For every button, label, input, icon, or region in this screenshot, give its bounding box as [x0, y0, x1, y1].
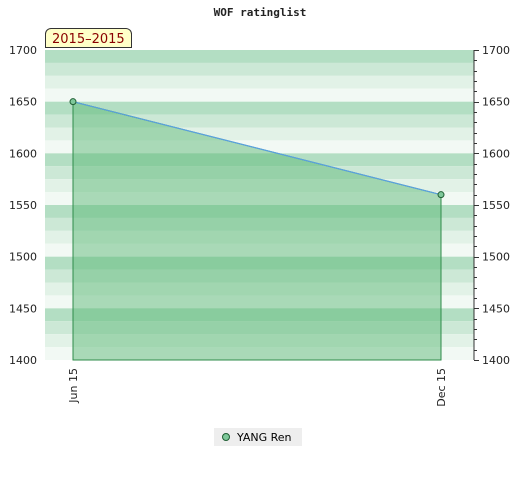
- y-tick-label-right: 1600: [482, 147, 510, 160]
- y-tick-label-left: 1550: [9, 199, 37, 212]
- y-tick-label-left: 1650: [9, 96, 37, 109]
- y-axis-right: 1400 1450 1500 1550 1600 1650 1700: [473, 44, 510, 367]
- y-tick-label-left: 1400: [9, 354, 37, 367]
- grid-band: [45, 75, 474, 89]
- data-point: [69, 98, 77, 106]
- y-tick-label-left: 1500: [9, 251, 37, 264]
- y-tick-label-left: 1450: [9, 302, 37, 315]
- data-point: [437, 191, 445, 199]
- y-axis-left: 1400 1450 1500 1550 1600 1650 1700: [9, 44, 37, 367]
- y-tick-label-left: 1700: [9, 44, 37, 57]
- legend[interactable]: YANG Ren: [214, 428, 302, 446]
- y-tick-label-right: 1550: [482, 199, 510, 212]
- chart-title: WOF ratinglist: [214, 6, 307, 19]
- grid-band: [45, 62, 474, 76]
- period-badge: 2015–2015: [45, 28, 132, 48]
- y-tick-label-right: 1500: [482, 251, 510, 264]
- x-tick-label: Dec 15: [435, 368, 448, 407]
- series-line: [72, 101, 442, 196]
- y-tick-label-left: 1600: [9, 147, 37, 160]
- x-tick-label: Jun 15: [67, 368, 80, 404]
- grid-band: [45, 88, 474, 102]
- y-tick-label-right: 1450: [482, 302, 510, 315]
- data-marks: [69, 98, 445, 199]
- legend-marker-icon: [222, 433, 230, 441]
- y-tick-label-right: 1400: [482, 354, 510, 367]
- grid-band: [45, 50, 474, 63]
- grid-band: [45, 101, 474, 115]
- legend-series-label: YANG Ren: [237, 430, 292, 444]
- x-axis: Jun 15 Dec 15: [67, 368, 448, 407]
- y-tick-label-right: 1650: [482, 96, 510, 109]
- y-tick-label-right: 1700: [482, 44, 510, 57]
